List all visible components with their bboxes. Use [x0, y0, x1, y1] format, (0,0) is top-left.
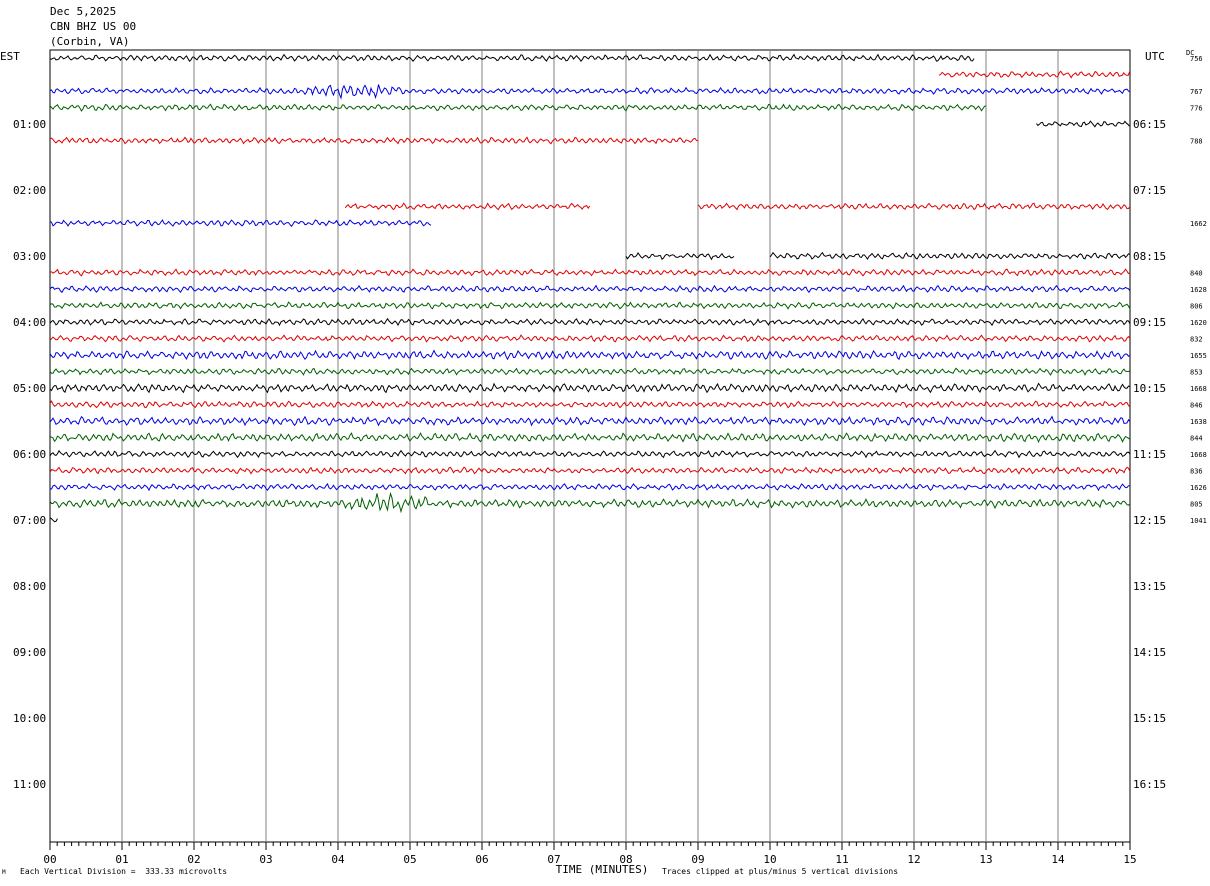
x-tick-label: 15	[1123, 853, 1136, 866]
right-hour-label: 07:15	[1133, 184, 1166, 197]
right-hour-label: 06:15	[1133, 118, 1166, 131]
trace-green-row-3	[49, 103, 987, 112]
trace-black-row-20	[49, 382, 1131, 394]
trace-blue-row-2	[49, 84, 1131, 100]
trace-red-row-0	[938, 70, 1131, 79]
trace-blue-row-22	[49, 415, 1131, 427]
dc-offset-label: 846	[1190, 402, 1203, 410]
left-hour-label: 06:00	[13, 448, 46, 461]
trace-black-row-12	[625, 251, 735, 261]
left-hour-label: 08:00	[13, 580, 46, 593]
dc-offset-label: 756	[1190, 55, 1203, 63]
x-tick-label: 13	[979, 853, 992, 866]
left-hour-label: 05:00	[13, 382, 46, 395]
dc-offset-label: 1638	[1190, 418, 1207, 426]
x-tick-label: 03	[259, 853, 272, 866]
trace-red-row-13	[49, 268, 1131, 277]
x-tick-label: 08	[619, 853, 632, 866]
dc-offset-label: 853	[1190, 369, 1203, 377]
x-tick-label: 04	[331, 853, 345, 866]
trace-blue-row-14	[49, 284, 1131, 294]
dc-offset-label: 776	[1190, 105, 1203, 113]
left-hour-label: 04:00	[13, 316, 46, 329]
trace-green-row-23	[49, 432, 1131, 444]
plot-date: Dec 5,2025	[50, 5, 117, 18]
dc-offset-label: 805	[1190, 501, 1203, 509]
x-tick-label: 12	[907, 853, 920, 866]
x-tick-label: 01	[115, 853, 128, 866]
left-hour-label: 11:00	[13, 778, 46, 791]
trace-black-row-24	[49, 449, 1131, 459]
left-hour-label: 03:00	[13, 250, 46, 263]
right-hour-label: 14:15	[1133, 646, 1166, 659]
trace-blue-row-26	[49, 482, 1131, 492]
trace-black-row-0	[49, 53, 975, 63]
x-tick-label: 00	[43, 853, 56, 866]
trace-black-row-28	[49, 517, 58, 523]
clip-note: Traces clipped at plus/minus 5 vertical …	[662, 867, 899, 876]
dc-offset-label: 840	[1190, 270, 1203, 278]
trace-red-row-9	[697, 202, 1131, 211]
right-hour-label: 13:15	[1133, 580, 1166, 593]
x-tick-label: 11	[835, 853, 848, 866]
x-tick-label: 05	[403, 853, 416, 866]
x-tick-label: 02	[187, 853, 200, 866]
trace-green-row-15	[49, 301, 1131, 310]
station-name: CBN BHZ US 00	[50, 20, 137, 33]
right-hour-label: 08:15	[1133, 250, 1166, 263]
trace-red-row-25	[49, 466, 1131, 475]
dc-offset-label: 1668	[1190, 385, 1207, 393]
dc-offset-label: 1668	[1190, 451, 1207, 459]
dc-offset-label: 1041	[1190, 517, 1207, 525]
trace-green-row-19	[49, 367, 1131, 376]
left-hour-label: 01:00	[13, 118, 46, 131]
right-hour-label: 12:15	[1133, 514, 1166, 527]
x-tick-label: 07	[547, 853, 560, 866]
trace-black-row-12	[769, 251, 1131, 261]
dc-offset-label: 1628	[1190, 286, 1207, 294]
dc-offset-label: 1626	[1190, 484, 1207, 492]
right-hour-label: 16:15	[1133, 778, 1166, 791]
dc-offset-label: 806	[1190, 303, 1203, 311]
dc-offset-label: 844	[1190, 435, 1203, 443]
x-tick-label: 14	[1051, 853, 1065, 866]
x-tick-label: 10	[763, 853, 776, 866]
trace-blue-row-18	[49, 349, 1131, 361]
station-location: (Corbin, VA)	[50, 35, 130, 48]
trace-red-row-5	[49, 136, 699, 145]
dc-offset-label: 767	[1190, 88, 1203, 96]
left-hour-label: 09:00	[13, 646, 46, 659]
trace-black-row-16	[49, 317, 1131, 327]
dc-offset-label: 836	[1190, 468, 1203, 476]
trace-blue-row-10	[49, 219, 432, 228]
trace-red-row-17	[49, 334, 1131, 343]
dc-offset-label: 1655	[1190, 352, 1207, 360]
right-hour-label: 10:15	[1133, 382, 1166, 395]
left-hour-label: 10:00	[13, 712, 46, 725]
x-axis-title: TIME (MINUTES)	[556, 863, 649, 876]
dc-offset-label: 832	[1190, 336, 1203, 344]
right-hour-label: 09:15	[1133, 316, 1166, 329]
dc-offset-label: 1620	[1190, 319, 1207, 327]
trace-green-row-27	[49, 491, 1131, 514]
x-tick-label: 09	[691, 853, 704, 866]
plot-frame	[49, 49, 1131, 843]
trace-black-row-4	[1036, 120, 1130, 128]
right-hour-label: 15:15	[1133, 712, 1166, 725]
left-timezone: EST	[0, 50, 20, 63]
trace-red-row-21	[49, 400, 1131, 409]
vertical-division-note: Each Vertical Division = 333.33 microvol…	[20, 867, 228, 876]
dc-offset-label: 788	[1190, 138, 1203, 146]
corner-mark: M	[2, 869, 6, 876]
trace-red-row-9	[344, 202, 591, 211]
dc-offset-label: 1662	[1190, 220, 1207, 228]
left-hour-label: 02:00	[13, 184, 46, 197]
right-timezone: UTC	[1145, 50, 1165, 63]
dc-header: DC	[1186, 49, 1195, 57]
left-hour-label: 07:00	[13, 514, 46, 527]
right-hour-label: 11:15	[1133, 448, 1166, 461]
x-tick-label: 06	[475, 853, 488, 866]
